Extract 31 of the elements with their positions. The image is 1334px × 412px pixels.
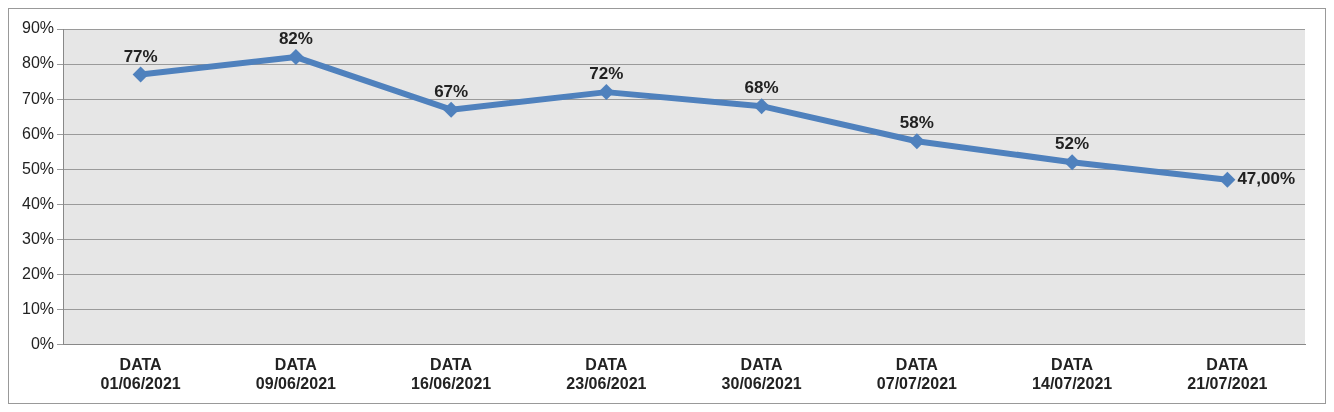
data-label: 77%	[123, 46, 158, 66]
x-tick-label: DATA 16/06/2021	[411, 355, 492, 392]
x-tick-label: DATA 07/07/2021	[876, 355, 958, 392]
y-tick-label: 80%	[21, 54, 55, 72]
x-tick-label: DATA 23/06/2021	[566, 355, 647, 392]
x-tick-label: DATA 01/06/2021	[100, 355, 181, 392]
y-tick-label: 50%	[21, 159, 55, 177]
data-label: 72%	[589, 64, 624, 84]
point	[598, 84, 615, 101]
data-label: 58%	[899, 113, 934, 133]
point	[132, 66, 149, 83]
x-tick-label: DATA 14/07/2021	[1032, 355, 1113, 392]
data-label: 52%	[1055, 134, 1090, 154]
y-tick-label: 40%	[21, 194, 55, 212]
point	[1219, 171, 1236, 188]
x-tick-label: DATA 21/07/2021	[1187, 355, 1268, 392]
x-tick-label: DATA 30/06/2021	[721, 355, 802, 392]
y-tick-label: 60%	[21, 124, 55, 142]
y-tick-label: 0%	[30, 335, 55, 353]
y-tick-label: 70%	[21, 89, 55, 107]
data-label: 47,00%	[1237, 169, 1296, 189]
x-tick-label: DATA 09/06/2021	[255, 355, 337, 392]
data-label: 67%	[434, 81, 469, 101]
data-label: 82%	[278, 29, 313, 49]
y-tick-label: 90%	[21, 19, 55, 37]
point	[753, 98, 770, 115]
y-tick-label: 20%	[21, 264, 55, 282]
point	[908, 133, 925, 150]
data-label: 68%	[744, 78, 779, 98]
y-tick-label: 30%	[21, 229, 55, 247]
y-tick-label: 10%	[21, 299, 55, 317]
